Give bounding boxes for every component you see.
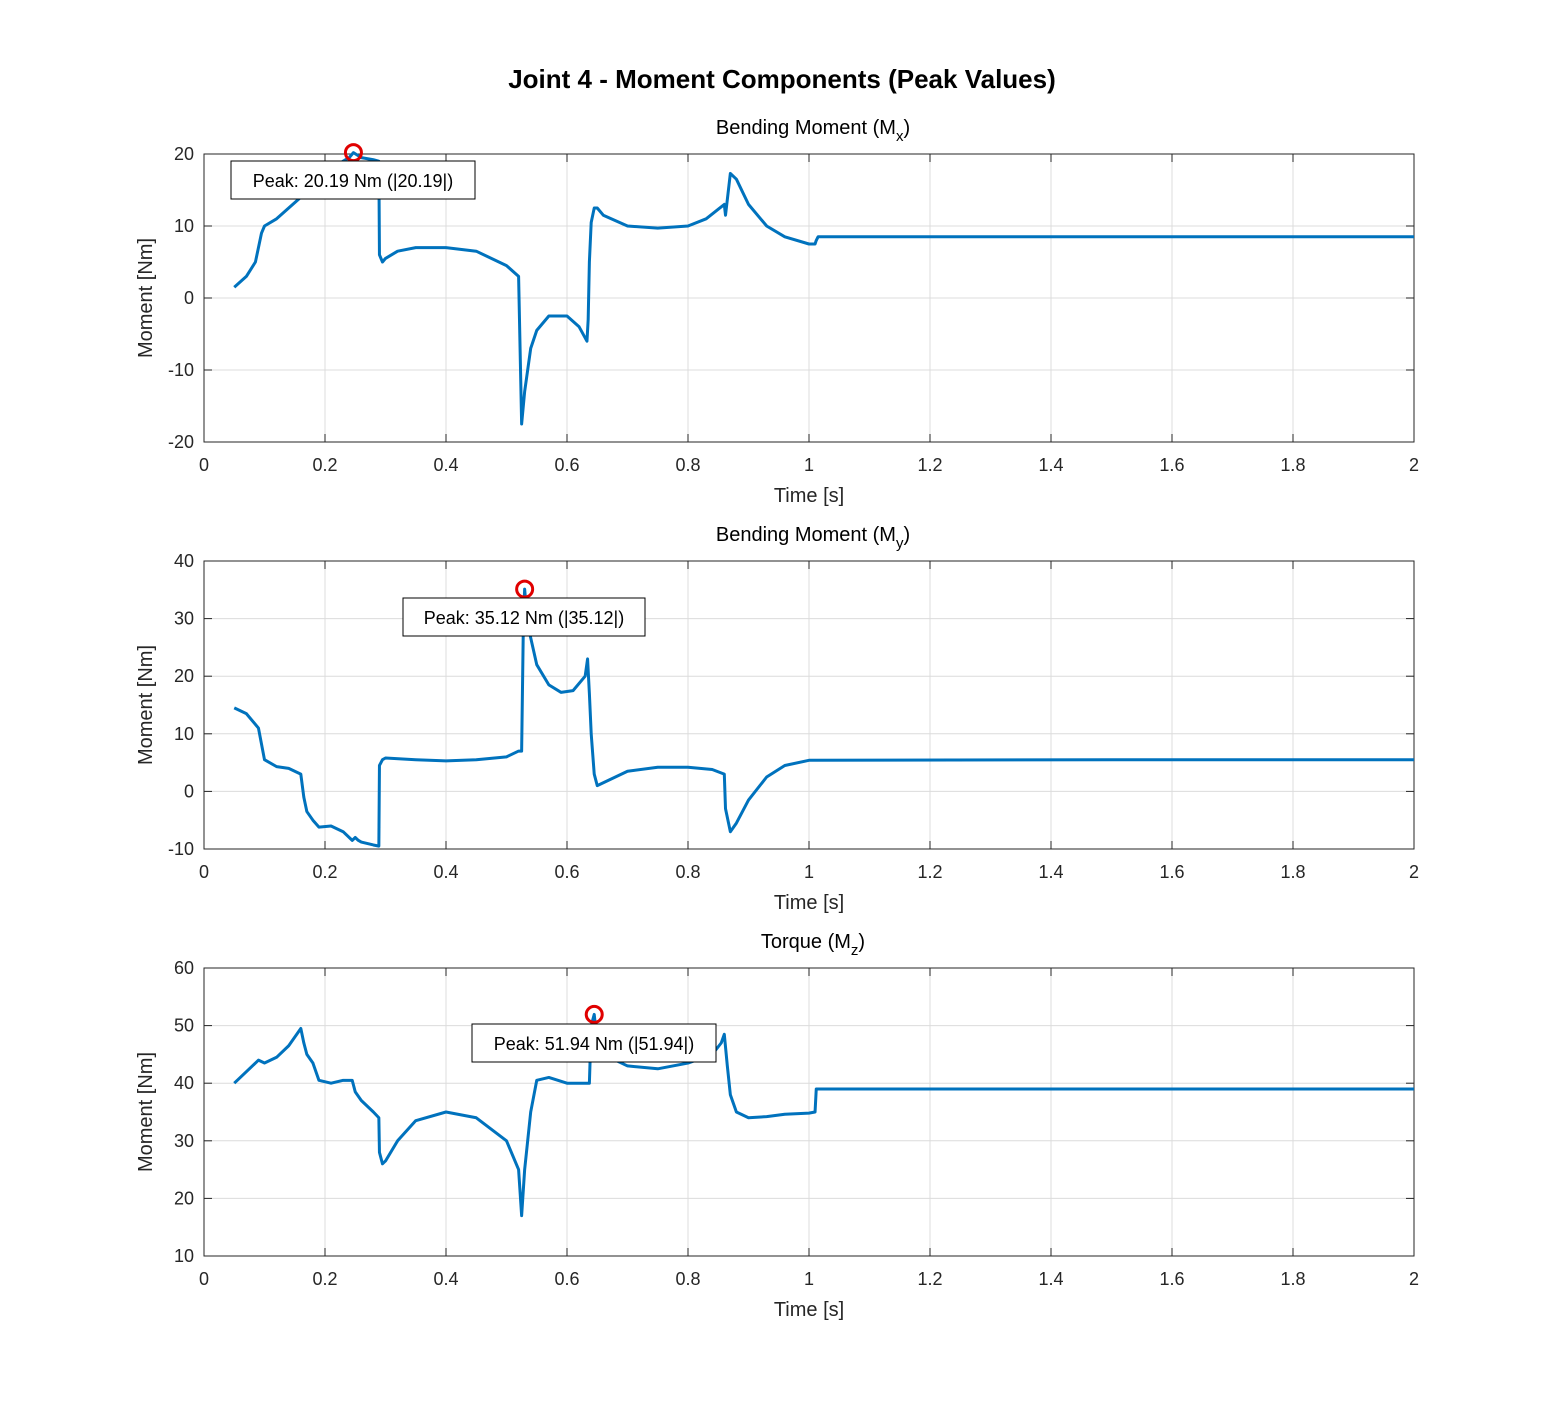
x-tick-label: 1 <box>804 862 814 882</box>
x-tick-label: 1.2 <box>917 1269 942 1289</box>
y-tick-label: -10 <box>168 839 194 859</box>
y-axis-label: Moment [Nm] <box>135 1052 157 1172</box>
subplot-title-main: Bending Moment (M <box>716 524 896 546</box>
subplot-title-subscript: x <box>896 128 904 145</box>
y-tick-label: 20 <box>174 666 194 686</box>
y-tick-label: 30 <box>174 609 194 629</box>
y-tick-label: 50 <box>174 1016 194 1036</box>
x-axis-label: Time [s] <box>774 892 844 914</box>
y-tick-label: 10 <box>174 216 194 236</box>
x-tick-label: 0.4 <box>433 1269 458 1289</box>
x-tick-label: 1.4 <box>1038 1269 1063 1289</box>
subplot-title-end: ) <box>903 524 910 546</box>
y-tick-label: 30 <box>174 1131 194 1151</box>
subplot-title-main: Torque (M <box>761 931 851 953</box>
x-tick-label: 0 <box>199 1269 209 1289</box>
x-tick-label: 1.2 <box>917 862 942 882</box>
subplot-title: Bending Moment (Mx) <box>716 117 910 145</box>
figure-title: Joint 4 - Moment Components (Peak Values… <box>508 64 1056 94</box>
y-tick-label: 60 <box>174 958 194 978</box>
subplot-title-end: ) <box>903 117 910 139</box>
x-tick-label: 0 <box>199 455 209 475</box>
y-tick-label: 10 <box>174 724 194 744</box>
x-tick-label: 1 <box>804 455 814 475</box>
subplot-title: Torque (Mz) <box>761 931 865 959</box>
peak-annotation-box <box>471 1023 717 1063</box>
x-tick-label: 1.4 <box>1038 862 1063 882</box>
x-tick-label: 0 <box>199 862 209 882</box>
x-axis-label: Time [s] <box>774 1299 844 1321</box>
subplot-title-end: ) <box>858 931 865 953</box>
y-axis-label: Moment [Nm] <box>135 238 157 358</box>
x-tick-label: 1.6 <box>1159 455 1184 475</box>
y-axis-label: Moment [Nm] <box>135 645 157 765</box>
peak-annotation-box <box>402 597 646 637</box>
y-tick-label: 0 <box>184 781 194 801</box>
y-tick-label: -20 <box>168 432 194 452</box>
subplot-1: 0 0.2 0.4 0.6 0.8 1 1.2 1.4 1.6 1.8 2 -20 -10 0 10 20 Be… <box>135 117 1419 507</box>
x-tick-label: 0.6 <box>554 1269 579 1289</box>
x-tick-label: 1.4 <box>1038 455 1063 475</box>
x-tick-label: 0.2 <box>312 455 337 475</box>
x-tick-label: 0.2 <box>312 1269 337 1289</box>
y-tick-label: 20 <box>174 1188 194 1208</box>
y-tick-label: -10 <box>168 360 194 380</box>
series-line-M_y <box>233 587 1414 848</box>
x-tick-label: 0.6 <box>554 455 579 475</box>
x-tick-label: 0.4 <box>433 455 458 475</box>
peak-marker <box>584 1004 604 1024</box>
x-tick-label: 0.8 <box>675 1269 700 1289</box>
x-tick-label: 2 <box>1409 862 1419 882</box>
peak-annotation-label: Peak: 20.19 Nm (|20.19|) <box>253 171 453 191</box>
x-tick-label: 2 <box>1409 455 1419 475</box>
x-tick-label: 1.2 <box>917 455 942 475</box>
subplot-2: 0 0.2 0.4 0.6 0.8 1 1.2 1.4 1.6 1.8 2-10010203040B… <box>135 524 1419 914</box>
peak-annotation-box <box>230 160 476 200</box>
subplot-title-subscript: y <box>896 535 904 552</box>
peak-annotation-label: Peak: 35.12 Nm (|35.12|) <box>424 608 624 628</box>
x-tick-label: 0.8 <box>675 862 700 882</box>
subplot-title-subscript: z <box>851 942 859 959</box>
subplot-title: Bending Moment (My) <box>716 524 910 552</box>
x-tick-label: 0.8 <box>675 455 700 475</box>
x-tick-label: 1.6 <box>1159 862 1184 882</box>
x-tick-label: 1.6 <box>1159 1269 1184 1289</box>
x-tick-label: 0.6 <box>554 862 579 882</box>
y-tick-label: 40 <box>174 1073 194 1093</box>
x-tick-label: 1.8 <box>1280 1269 1305 1289</box>
peak-marker <box>515 579 535 599</box>
y-tick-label: 40 <box>174 551 194 571</box>
x-tick-label: 0.2 <box>312 862 337 882</box>
y-tick-label: 0 <box>184 288 194 308</box>
x-tick-label: 0.4 <box>433 862 458 882</box>
peak-annotation-label: Peak: 51.94 Nm (|51.94|) <box>494 1034 694 1054</box>
x-axis-label: Time [s] <box>774 485 844 507</box>
x-tick-label: 2 <box>1409 1269 1419 1289</box>
series-line-M_z <box>233 1012 1414 1218</box>
x-tick-label: 1 <box>804 1269 814 1289</box>
subplot-3: 0 0.2 0.4 0.6 0.8 1 1.2 1.4 1.6 1.8 2 10 20 30 40 50 60 T… <box>135 931 1419 1321</box>
x-tick-label: 1.8 <box>1280 455 1305 475</box>
y-tick-label: 20 <box>174 144 194 164</box>
subplot-title-main: Bending Moment (M <box>716 117 896 139</box>
y-tick-label: 10 <box>174 1246 194 1266</box>
x-tick-label: 1.8 <box>1280 862 1305 882</box>
